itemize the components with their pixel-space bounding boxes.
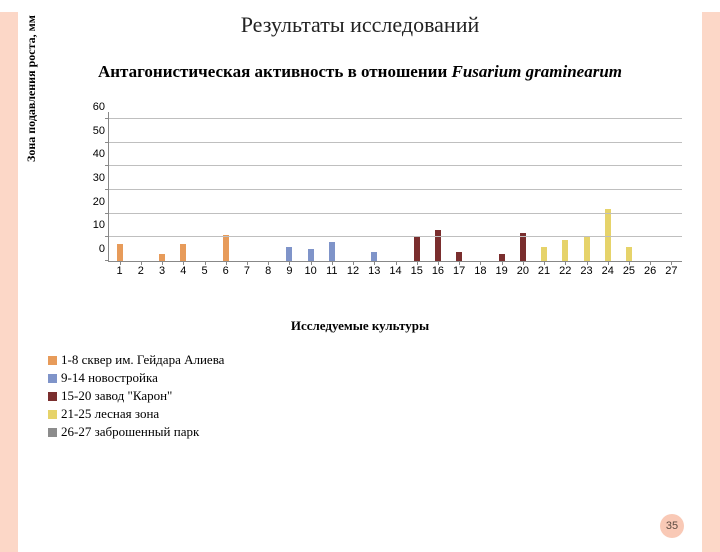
x-tick-label: 21 [538,265,550,277]
legend-label: 1-8 сквер им. Гейдара Алиева [61,352,224,368]
bar [499,254,505,261]
y-tick-label: 10 [81,219,105,231]
chart-area: 0102030405060123456789101112131415161718… [68,112,682,282]
chart-title: Антагонистическая активность в отношении… [18,62,702,82]
legend-label: 21-25 лесная зона [61,406,159,422]
x-tick-label: 18 [474,265,486,277]
bar [414,237,420,261]
x-tick-label: 9 [286,265,292,277]
y-tick-label: 40 [81,148,105,160]
x-tick-label: 2 [138,265,144,277]
x-tick-label: 23 [580,265,592,277]
bar [541,247,547,261]
y-tick-label: 60 [81,101,105,113]
grid-line [109,189,682,190]
grid-line [109,142,682,143]
y-axis-label: Зона подавления роста, мм [24,15,39,162]
y-tick-mark [105,189,109,190]
grid-line [109,213,682,214]
legend-swatch [48,428,57,437]
x-tick-label: 20 [517,265,529,277]
x-tick-label: 17 [453,265,465,277]
y-tick-mark [105,165,109,166]
x-tick-label: 4 [180,265,186,277]
x-tick-label: 5 [201,265,207,277]
page-title: Результаты исследований [18,12,702,38]
legend-swatch [48,374,57,383]
bar [159,254,165,261]
x-tick-label: 22 [559,265,571,277]
bar [584,237,590,261]
x-tick-label: 11 [326,265,337,277]
legend-item: 1-8 сквер им. Гейдара Алиева [48,352,702,368]
legend-label: 9-14 новостройка [61,370,158,386]
y-tick-label: 30 [81,172,105,184]
y-tick-label: 50 [81,125,105,137]
chart-title-plain: Антагонистическая активность в отношении [98,62,452,81]
bar [371,252,377,261]
x-tick-label: 8 [265,265,271,277]
legend-item: 9-14 новостройка [48,370,702,386]
bar [223,235,229,261]
y-tick-mark [105,236,109,237]
chart-title-species: Fusarium graminearum [451,62,622,81]
legend: 1-8 сквер им. Гейдара Алиева 9-14 новостр… [48,352,702,440]
x-axis-label: Исследуемые культуры [18,318,702,334]
x-tick-label: 7 [244,265,250,277]
legend-swatch [48,356,57,365]
x-tick-label: 10 [304,265,316,277]
bar [180,244,186,261]
x-tick-label: 19 [495,265,507,277]
x-tick-label: 16 [432,265,444,277]
legend-label: 15-20 завод "Карон" [61,388,172,404]
y-tick-label: 0 [81,243,105,255]
x-tick-label: 25 [623,265,635,277]
grid-line [109,165,682,166]
x-tick-label: 14 [389,265,401,277]
y-tick-mark [105,142,109,143]
legend-swatch [48,410,57,419]
y-tick-label: 20 [81,196,105,208]
bars-layer [109,112,682,261]
legend-item: 21-25 лесная зона [48,406,702,422]
bar [329,242,335,261]
x-tick-label: 24 [602,265,614,277]
bar [626,247,632,261]
grid-line [109,236,682,237]
legend-swatch [48,392,57,401]
x-tick-label: 12 [347,265,359,277]
x-tick-label: 13 [368,265,380,277]
legend-item: 15-20 завод "Карон" [48,388,702,404]
legend-label: 26-27 заброшенный парк [61,424,199,440]
bar [117,244,123,261]
bar [562,240,568,261]
y-tick-mark [105,118,109,119]
bar [456,252,462,261]
bar [435,230,441,261]
bar [286,247,292,261]
legend-item: 26-27 заброшенный парк [48,424,702,440]
bar [308,249,314,261]
x-tick-label: 6 [223,265,229,277]
y-tick-mark [105,260,109,261]
x-tick-label: 27 [665,265,677,277]
x-tick-label: 15 [411,265,423,277]
grid-line [109,118,682,119]
x-tick-label: 26 [644,265,656,277]
page-number-badge: 35 [660,514,684,538]
bar [605,209,611,261]
x-tick-label: 1 [117,265,123,277]
plot-region: 0102030405060123456789101112131415161718… [108,112,682,262]
y-tick-mark [105,213,109,214]
x-tick-label: 3 [159,265,165,277]
